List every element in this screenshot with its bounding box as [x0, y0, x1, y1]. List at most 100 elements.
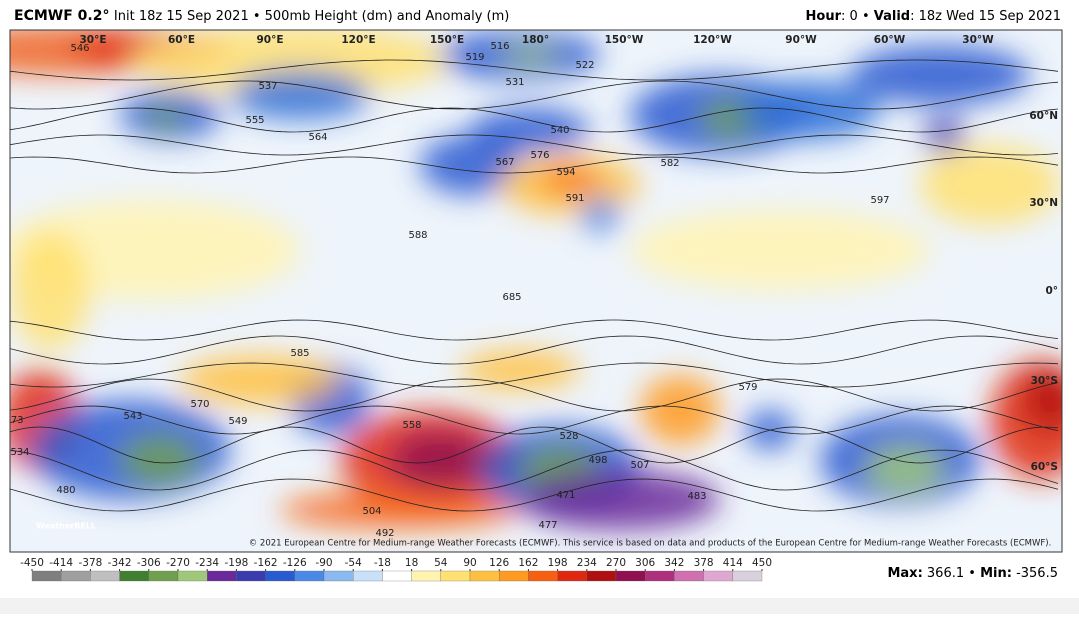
anomaly-blob [460, 350, 580, 390]
contour-label: 591 [565, 193, 584, 204]
colorbar-segment [703, 570, 733, 582]
hour: : 0 [841, 9, 858, 24]
colorbar-segment [119, 570, 149, 582]
colorbar-segment [61, 570, 91, 582]
contour-label: 579 [738, 382, 757, 393]
contour-label: 504 [362, 506, 381, 517]
contour-label: 570 [190, 399, 209, 410]
anomaly-blob [640, 375, 720, 445]
contour-label: 594 [556, 167, 575, 178]
colorbar-segment [265, 570, 295, 582]
colorbar-segment [732, 570, 763, 582]
anomaly-blob [280, 492, 520, 528]
contour-line [10, 59, 1059, 81]
contour-label: 588 [408, 230, 427, 241]
colorbar-segment [236, 570, 266, 582]
anomaly-blob [145, 106, 185, 130]
contour-label: 555 [245, 115, 264, 126]
contour-label: 567 [495, 157, 514, 168]
colorbar-segment [586, 570, 617, 582]
longitude-label: 60°E [168, 34, 195, 46]
copyright: © 2021 European Centre for Medium-range … [249, 539, 1052, 549]
colorbar-segment [353, 570, 383, 582]
longitude-label: 30°W [962, 34, 994, 46]
anomaly-field [10, 30, 1062, 530]
map: 546 519 516 522 531 537 540 555 564 567 576 594 591 5… [10, 30, 1062, 552]
colorbar-tick-label: 54 [434, 557, 448, 569]
valid-label: Valid [874, 9, 910, 24]
colorbar-tick-label: 90 [463, 557, 476, 569]
colorbar-tick-label: -18 [374, 557, 391, 569]
contour-line [10, 449, 1059, 491]
colorbar-tick-label: 162 [518, 557, 538, 569]
contour-label: 531 [505, 77, 524, 88]
colorbar-segment [177, 570, 208, 582]
contour-line [10, 319, 1059, 341]
colorbar-segment [615, 570, 646, 582]
anomaly-blob [740, 80, 880, 140]
colorbar: -450 -414 -378 -342 -306 -270 -234 -198 -162 -126… [20, 557, 772, 582]
colorbar-segment [148, 570, 179, 582]
anomaly-blob [500, 45, 560, 65]
colorbar-tick-label: -306 [137, 557, 161, 569]
latitude-label: 60°N [1029, 110, 1058, 122]
anomaly-blob [230, 70, 370, 120]
longitude-label: 180° [522, 34, 549, 46]
contour-line [10, 426, 1059, 464]
colorbar-segment [323, 570, 354, 582]
header-left: ECMWF 0.2° Init 18z 15 Sep 2021 • 500mb … [14, 8, 509, 24]
contour-line [10, 335, 1059, 365]
contour-line [10, 378, 1059, 412]
contour-label: 477 [538, 520, 557, 531]
stats: Max: 366.1 • Min: -356.5 [887, 566, 1058, 581]
colorbar-tick-label: -270 [166, 557, 190, 569]
colorbar-segment [207, 570, 237, 582]
colorbar-tick-label: -234 [195, 557, 219, 569]
latitude-label: 60°S [1031, 461, 1058, 473]
latitude-label: 30°S [1031, 375, 1058, 387]
anomaly-blob [120, 435, 200, 485]
contour-label: 480 [56, 485, 75, 496]
separator: • [968, 566, 976, 581]
anomaly-blob [920, 145, 1060, 225]
longitude-label: 120°W [693, 34, 732, 46]
colorbar-segment [440, 570, 471, 582]
contour-label: 519 [465, 52, 484, 63]
max-label: Max: [887, 566, 922, 581]
colorbar-segment [411, 570, 441, 582]
contour-label: 576 [530, 150, 549, 161]
watermark: WeatherBELL [36, 522, 96, 531]
contour-label: 582 [660, 158, 679, 169]
model: ECMWF 0.2° [14, 8, 109, 24]
contour-label: 540 [550, 125, 569, 136]
contour-label: 585 [290, 348, 309, 359]
height-contours [10, 59, 1059, 512]
header-bar [0, 0, 1079, 30]
longitude-label: 90°W [785, 34, 817, 46]
colorbar-tick-label: -90 [315, 557, 332, 569]
anomaly-blob [630, 210, 930, 290]
contour-label: 522 [575, 60, 594, 71]
colorbar-segment [31, 570, 62, 582]
contour-line [10, 156, 1059, 174]
anomaly-blob [520, 470, 720, 530]
colorbar-tick-label: -378 [78, 557, 102, 569]
contour-label: 471 [556, 490, 575, 501]
colorbar-tick-label: -450 [20, 557, 44, 569]
min: -356.5 [1016, 566, 1058, 581]
colorbar-tick-label: 18 [405, 557, 418, 569]
colorbar-segment [557, 570, 587, 582]
longitude-label: 90°E [256, 34, 283, 46]
longitude-label: 120°E [341, 34, 375, 46]
contour-line [10, 405, 1059, 435]
contour-labels: 546 519 516 522 531 537 540 555 564 567 576 594 591 5… [10, 34, 1058, 539]
header-right: Hour: 0 • Valid: 18z Wed 15 Sep 2021 [806, 9, 1061, 24]
anomaly-blob [580, 197, 620, 233]
colorbar-tick-label: -162 [254, 557, 278, 569]
contour-label: 534 [10, 447, 29, 458]
colorbar-tick-label: 198 [548, 557, 568, 569]
colorbar-segment [90, 570, 120, 582]
anomaly-blob [10, 230, 90, 350]
colorbar-tick-label: -126 [283, 557, 307, 569]
anomaly-blob [130, 30, 450, 95]
